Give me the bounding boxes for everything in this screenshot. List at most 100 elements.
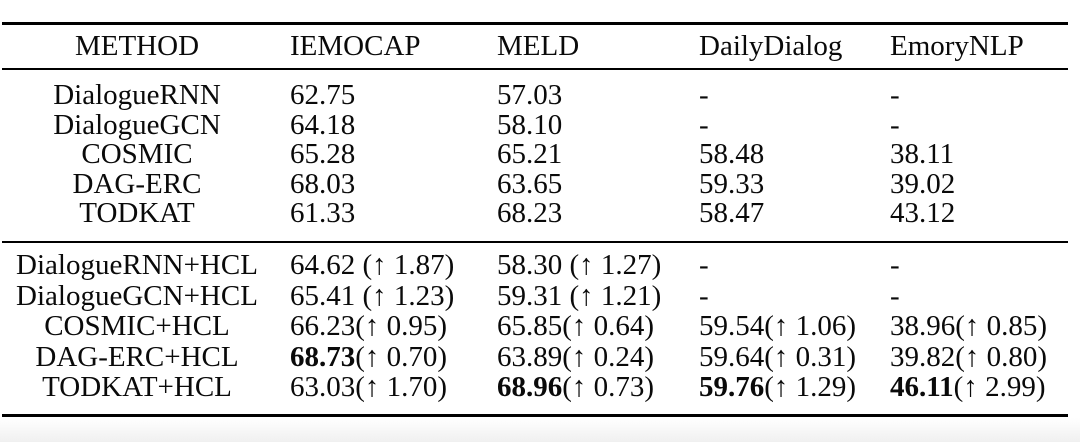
table-row: DialogueGCN+HCL 65.41 (↑ 1.23) 59.31 (↑ 1.… <box>2 281 1068 312</box>
table-top-rule <box>2 22 1068 25</box>
score-value: 59.64 <box>699 340 765 373</box>
score-improvement: (↑ 0.31) <box>764 340 857 373</box>
score-cell: 59.31 (↑ 1.21) <box>479 279 681 312</box>
column-header-meld: MELD <box>497 30 580 62</box>
score-improvement: (↑ 1.06) <box>764 310 857 343</box>
method-cell: COSMIC+HCL <box>44 310 230 343</box>
score-value: 64.18 <box>290 108 356 141</box>
score-cell: 62.75 <box>272 81 479 110</box>
table-row: DialogueGCN 64.18 58.10 - - <box>2 108 1068 141</box>
score-cell: 39.02 <box>872 167 1068 200</box>
table-row: DAG-ERC 68.03 63.65 59.33 39.02 <box>2 167 1068 200</box>
table-row: COSMIC+HCL 66.23(↑ 0.95) 65.85(↑ 0.64) 59.5… <box>2 312 1068 343</box>
score-cell: - <box>872 251 1068 280</box>
score-value: - <box>890 79 900 112</box>
score-cell: - <box>681 81 872 110</box>
score-value: 68.23 <box>497 197 563 230</box>
score-value: 58.48 <box>699 138 765 171</box>
score-cell: 39.82(↑ 0.80) <box>872 340 1068 373</box>
score-value: - <box>699 79 709 112</box>
score-improvement: (↑ 2.99) <box>953 371 1046 404</box>
score-value: 66.23 <box>290 310 356 343</box>
score-value: 58.10 <box>497 108 563 141</box>
score-improvement: (↑ 0.70) <box>355 340 448 373</box>
score-cell: - <box>872 281 1068 311</box>
results-table: METHOD IEMOCAP MELD DailyDialog EmoryNLP… <box>2 22 1068 417</box>
table-bottom-rule <box>2 414 1068 417</box>
method-cell: DAG-ERC <box>72 167 202 200</box>
score-improvement: (↑ 0.24) <box>562 340 655 373</box>
table-row: TODKAT 61.33 68.23 58.47 43.12 <box>2 199 1068 229</box>
hcl-methods-section: DialogueRNN+HCL 64.62 (↑ 1.87) 58.30 (↑ 1.… <box>2 243 1068 415</box>
score-value: 65.21 <box>497 138 563 171</box>
score-cell: 65.85(↑ 0.64) <box>479 312 681 341</box>
score-value: 38.96 <box>890 310 956 343</box>
score-cell: 65.21 <box>479 140 681 169</box>
score-improvement: (↑ 1.21) <box>562 279 662 312</box>
method-cell: TODKAT <box>79 197 195 230</box>
score-value: 38.11 <box>890 138 955 171</box>
bottom-margin-strip <box>0 418 1080 442</box>
score-value: 64.62 <box>290 249 356 282</box>
score-cell: - <box>681 279 872 312</box>
score-value: 59.31 <box>497 279 563 312</box>
score-cell: 63.89(↑ 0.24) <box>479 340 681 373</box>
score-cell: 59.54(↑ 1.06) <box>681 312 872 341</box>
score-cell: 65.41 (↑ 1.23) <box>272 279 479 312</box>
score-value: 43.12 <box>890 197 956 230</box>
score-improvement: (↑ 1.70) <box>355 371 448 404</box>
column-header-dailydialog: DailyDialog <box>699 30 843 62</box>
score-value: 46.11 <box>890 371 954 404</box>
table-row: DAG-ERC+HCL 68.73(↑ 0.70) 63.89(↑ 0.24) 59.… <box>2 342 1068 373</box>
score-value: - <box>890 249 900 282</box>
score-value: 63.03 <box>290 371 356 404</box>
score-cell: 63.65 <box>479 167 681 200</box>
score-cell: 58.47 <box>681 199 872 228</box>
score-improvement: (↑ 1.87) <box>355 249 455 282</box>
score-cell: 59.33 <box>681 169 872 199</box>
score-improvement: (↑ 0.73) <box>562 371 655 404</box>
baseline-methods-section: DialogueRNN 62.75 57.03- - DialogueGCN 64.18 5… <box>2 70 1068 241</box>
score-value: 57.03 <box>497 79 563 112</box>
score-cell: 65.28 <box>272 140 479 169</box>
score-cell: 57.03 <box>479 81 681 110</box>
score-value: 59.54 <box>699 310 765 343</box>
score-cell: 68.23 <box>479 199 681 228</box>
score-value: 68.73 <box>290 340 356 373</box>
score-cell: 58.10 <box>479 108 681 141</box>
method-cell: DialogueGCN+HCL <box>16 279 258 312</box>
score-value: - <box>890 108 900 141</box>
score-improvement: (↑ 1.23) <box>355 279 455 312</box>
table-row: DialogueRNN 62.75 57.03 - - <box>2 81 1068 111</box>
score-cell: 61.33 <box>272 199 479 228</box>
score-value: 68.96 <box>497 371 563 404</box>
score-value: 65.85 <box>497 310 563 343</box>
score-value: 61.33 <box>290 197 356 230</box>
method-cell: DialogueGCN <box>53 108 221 141</box>
mid-rule <box>2 240 1068 243</box>
table-row: COSMIC 65.28 65.21 58.48 38.11 <box>2 140 1068 170</box>
method-cell: DAG-ERC+HCL <box>35 340 239 373</box>
score-improvement: (↑ 1.29) <box>764 371 857 404</box>
score-value: 65.41 <box>290 279 356 312</box>
score-cell: 46.11(↑ 2.99) <box>872 373 1068 402</box>
score-value: - <box>699 249 709 282</box>
score-improvement: (↑ 0.80) <box>955 340 1048 373</box>
score-cell: - <box>681 251 872 280</box>
table-row: DialogueRNN+HCL 64.62 (↑ 1.87) 58.30 (↑ 1.… <box>2 251 1068 282</box>
score-value: 65.28 <box>290 138 356 171</box>
score-value: 39.02 <box>890 167 956 200</box>
score-cell: 59.64(↑ 0.31) <box>681 340 872 373</box>
score-cell: - <box>681 108 872 141</box>
score-improvement: (↑ 0.64) <box>562 310 655 343</box>
score-cell: - <box>872 81 1068 110</box>
score-value: 39.82 <box>890 340 956 373</box>
score-cell: 64.62 (↑ 1.87) <box>272 251 479 280</box>
score-value: - <box>699 279 709 312</box>
score-improvement: (↑ 0.95) <box>355 310 448 343</box>
score-value: 63.65 <box>497 167 563 200</box>
column-header-emorynlp: EmoryNLP <box>890 30 1024 62</box>
score-cell: 66.23(↑ 0.95) <box>272 312 479 341</box>
score-value: - <box>699 108 709 141</box>
